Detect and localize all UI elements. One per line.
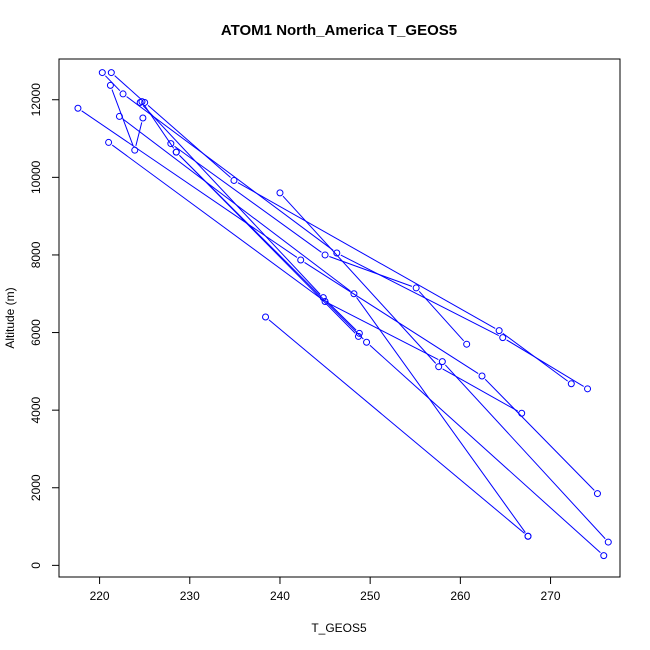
- data-point: [518, 409, 526, 417]
- series-layer: [74, 69, 612, 560]
- series-segment: [340, 254, 499, 336]
- profile-series: [172, 148, 608, 560]
- y-axis-label: Altitude (m): [3, 287, 17, 348]
- data-point: [230, 176, 238, 184]
- plot-frame: [58, 58, 621, 578]
- series-segment: [328, 303, 439, 361]
- profile-series: [106, 81, 147, 154]
- series-segment: [356, 297, 526, 533]
- data-point: [495, 327, 503, 335]
- data-point: [321, 298, 329, 306]
- data-point: [478, 372, 486, 380]
- series-segment: [135, 122, 143, 146]
- series-segment: [147, 105, 231, 178]
- data-point: [107, 69, 115, 77]
- y-tick-label: 10000: [29, 160, 43, 194]
- data-point: [363, 338, 371, 346]
- series-segment: [442, 368, 519, 412]
- series-segment: [369, 344, 601, 554]
- y-tick-label: 6000: [29, 319, 43, 346]
- profile-series: [107, 69, 575, 388]
- data-point: [593, 490, 601, 498]
- data-point: [355, 329, 363, 337]
- data-point: [106, 81, 114, 89]
- x-axis: 220 230 240 250 260 270: [90, 576, 561, 603]
- series-segment: [444, 364, 606, 540]
- y-tick-label: 4000: [29, 396, 43, 423]
- y-tick-label: 8000: [29, 241, 43, 268]
- data-point: [262, 313, 270, 321]
- series-segment: [268, 319, 525, 534]
- data-point: [297, 256, 305, 264]
- data-point: [276, 189, 284, 197]
- series-segment: [326, 300, 357, 331]
- series-segment: [81, 110, 298, 258]
- x-tick-label: 260: [450, 589, 470, 603]
- data-point: [463, 340, 471, 348]
- series-segment: [502, 332, 568, 382]
- data-point: [321, 251, 329, 259]
- series-segment: [174, 145, 322, 253]
- x-tick-label: 250: [360, 589, 380, 603]
- series-segment: [111, 89, 134, 147]
- data-point: [172, 148, 180, 156]
- data-point: [119, 90, 127, 98]
- data-point: [567, 380, 575, 388]
- data-point: [438, 358, 446, 366]
- data-point: [350, 290, 358, 298]
- series-segment: [282, 195, 437, 364]
- x-axis-label: T_GEOS5: [311, 621, 367, 635]
- x-tick-label: 220: [90, 589, 110, 603]
- data-point: [139, 114, 147, 122]
- data-point: [354, 332, 362, 340]
- y-axis: 0 2000 4000 6000 8000 10000 12000: [29, 83, 60, 569]
- series-segment: [126, 96, 334, 251]
- x-tick-label: 230: [180, 589, 200, 603]
- data-point: [524, 532, 532, 540]
- data-point: [600, 552, 608, 560]
- data-point: [105, 138, 113, 146]
- data-point: [319, 294, 327, 302]
- data-point: [499, 334, 507, 342]
- series-segment: [142, 105, 321, 295]
- data-point: [141, 98, 149, 106]
- y-tick-label: 2000: [29, 474, 43, 501]
- y-tick-label: 0: [29, 562, 43, 569]
- y-tick-label: 12000: [29, 83, 43, 117]
- data-point: [604, 538, 612, 546]
- data-point: [584, 385, 592, 393]
- data-point: [74, 104, 82, 112]
- data-point: [98, 69, 106, 77]
- series-segment: [506, 339, 584, 387]
- series-segment: [237, 182, 496, 329]
- profile-series: [74, 104, 601, 498]
- data-point: [333, 249, 341, 257]
- profile-series: [136, 98, 363, 337]
- data-point: [136, 98, 144, 106]
- data-point: [167, 140, 175, 148]
- series-segment: [111, 144, 322, 300]
- x-tick-label: 240: [270, 589, 290, 603]
- chart-title: ATOM1 North_America T_GEOS5: [221, 22, 457, 39]
- series-segment: [304, 261, 479, 375]
- data-point: [131, 146, 139, 154]
- profile-series: [105, 138, 612, 546]
- profile-series: [167, 140, 471, 348]
- data-point: [412, 284, 420, 292]
- series-segment: [179, 154, 364, 340]
- data-point: [435, 363, 443, 371]
- series-segment: [114, 75, 142, 100]
- profile-series: [276, 189, 526, 417]
- x-tick-label: 270: [541, 589, 561, 603]
- profile-series: [262, 313, 532, 540]
- series-segment: [484, 378, 595, 491]
- series-segment: [418, 290, 465, 342]
- profile-series: [98, 69, 592, 393]
